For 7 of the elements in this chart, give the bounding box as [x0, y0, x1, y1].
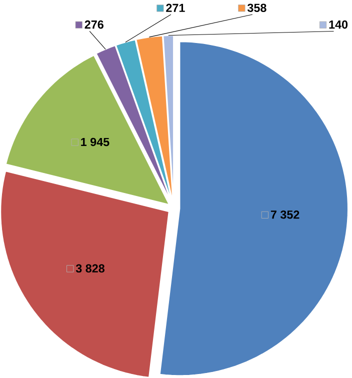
data-label: 358	[248, 4, 266, 12]
data-label: 276	[84, 20, 104, 29]
data-label: 271	[166, 4, 185, 12]
data-label: 3 828	[76, 264, 105, 273]
data-label: 7 352	[271, 210, 300, 219]
data-label: 1 945	[81, 138, 110, 146]
data-label: 140	[329, 20, 348, 29]
